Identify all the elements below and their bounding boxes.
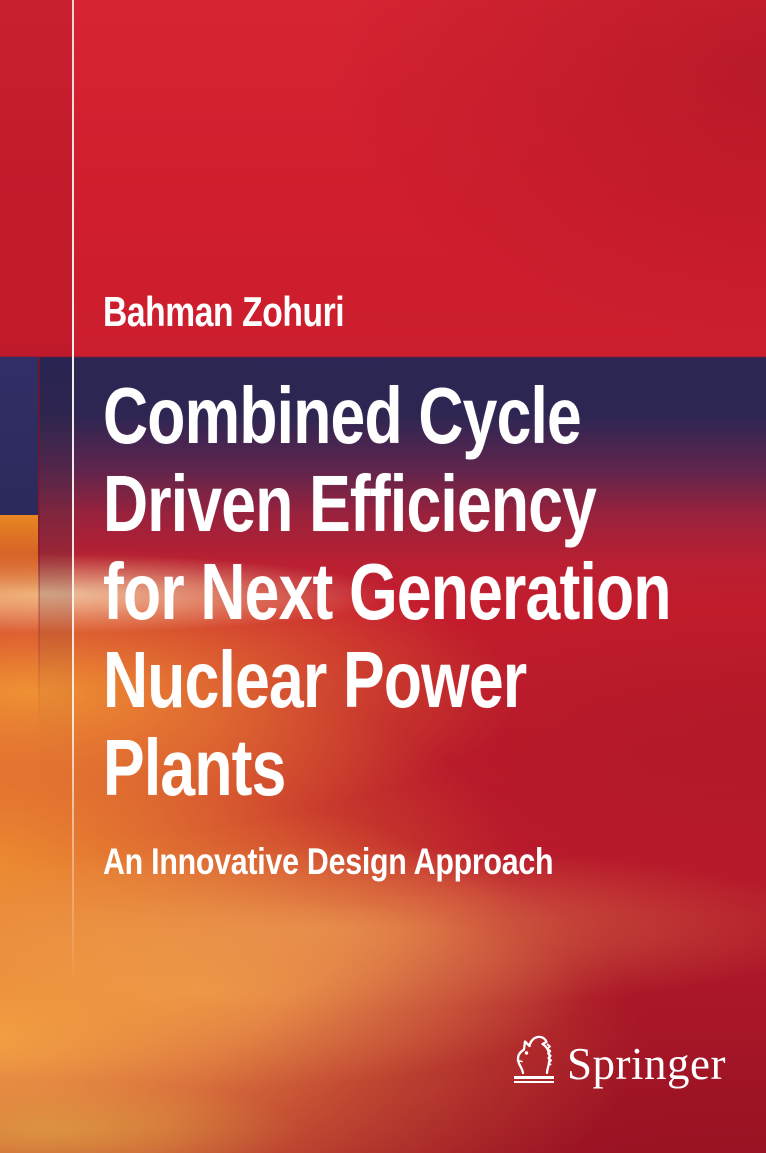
title-line-5: Plants: [103, 723, 286, 812]
left-orange-chip: [0, 515, 38, 625]
left-navy-block: [0, 357, 38, 515]
title-line-2: Driven Efficiency: [103, 459, 597, 548]
left-gradient-strip: [39, 357, 72, 787]
left-shade-overlay: [0, 0, 72, 357]
author-name: Bahman Zohuri: [103, 288, 345, 335]
publisher-name: Springer: [567, 1039, 726, 1089]
title-line-4: Nuclear Power: [103, 635, 527, 724]
dark-divider-line: [38, 357, 40, 757]
title-line-1: Combined Cycle: [103, 371, 582, 460]
springer-horse-knight-icon: [514, 1035, 554, 1083]
book-title: Combined Cycle Driven Efficiency for Nex…: [103, 372, 671, 812]
book-subtitle: An Innovative Design Approach: [103, 841, 554, 882]
title-line-3: for Next Generation: [103, 547, 671, 636]
white-vertical-line: [72, 0, 74, 985]
